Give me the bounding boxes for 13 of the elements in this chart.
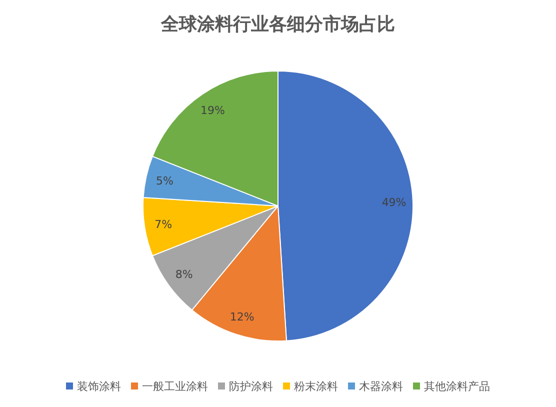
legend-label: 木器涂料: [359, 380, 403, 393]
data-label: 8%: [175, 268, 193, 282]
legend-label: 一般工业涂料: [142, 380, 208, 393]
data-label: 5%: [156, 174, 174, 188]
data-label: 19%: [200, 104, 225, 117]
legend-label: 装饰涂料: [77, 380, 121, 393]
chart-title: 全球涂料行业各细分市场占比: [160, 14, 395, 35]
data-label: 49%: [382, 196, 406, 210]
legend-label: 其他涂料产品: [424, 380, 490, 393]
legend-label: 粉末涂料: [294, 380, 338, 393]
legend-label: 防护涂料: [229, 380, 273, 393]
data-label: 7%: [154, 218, 172, 232]
data-label: 12%: [230, 310, 254, 324]
